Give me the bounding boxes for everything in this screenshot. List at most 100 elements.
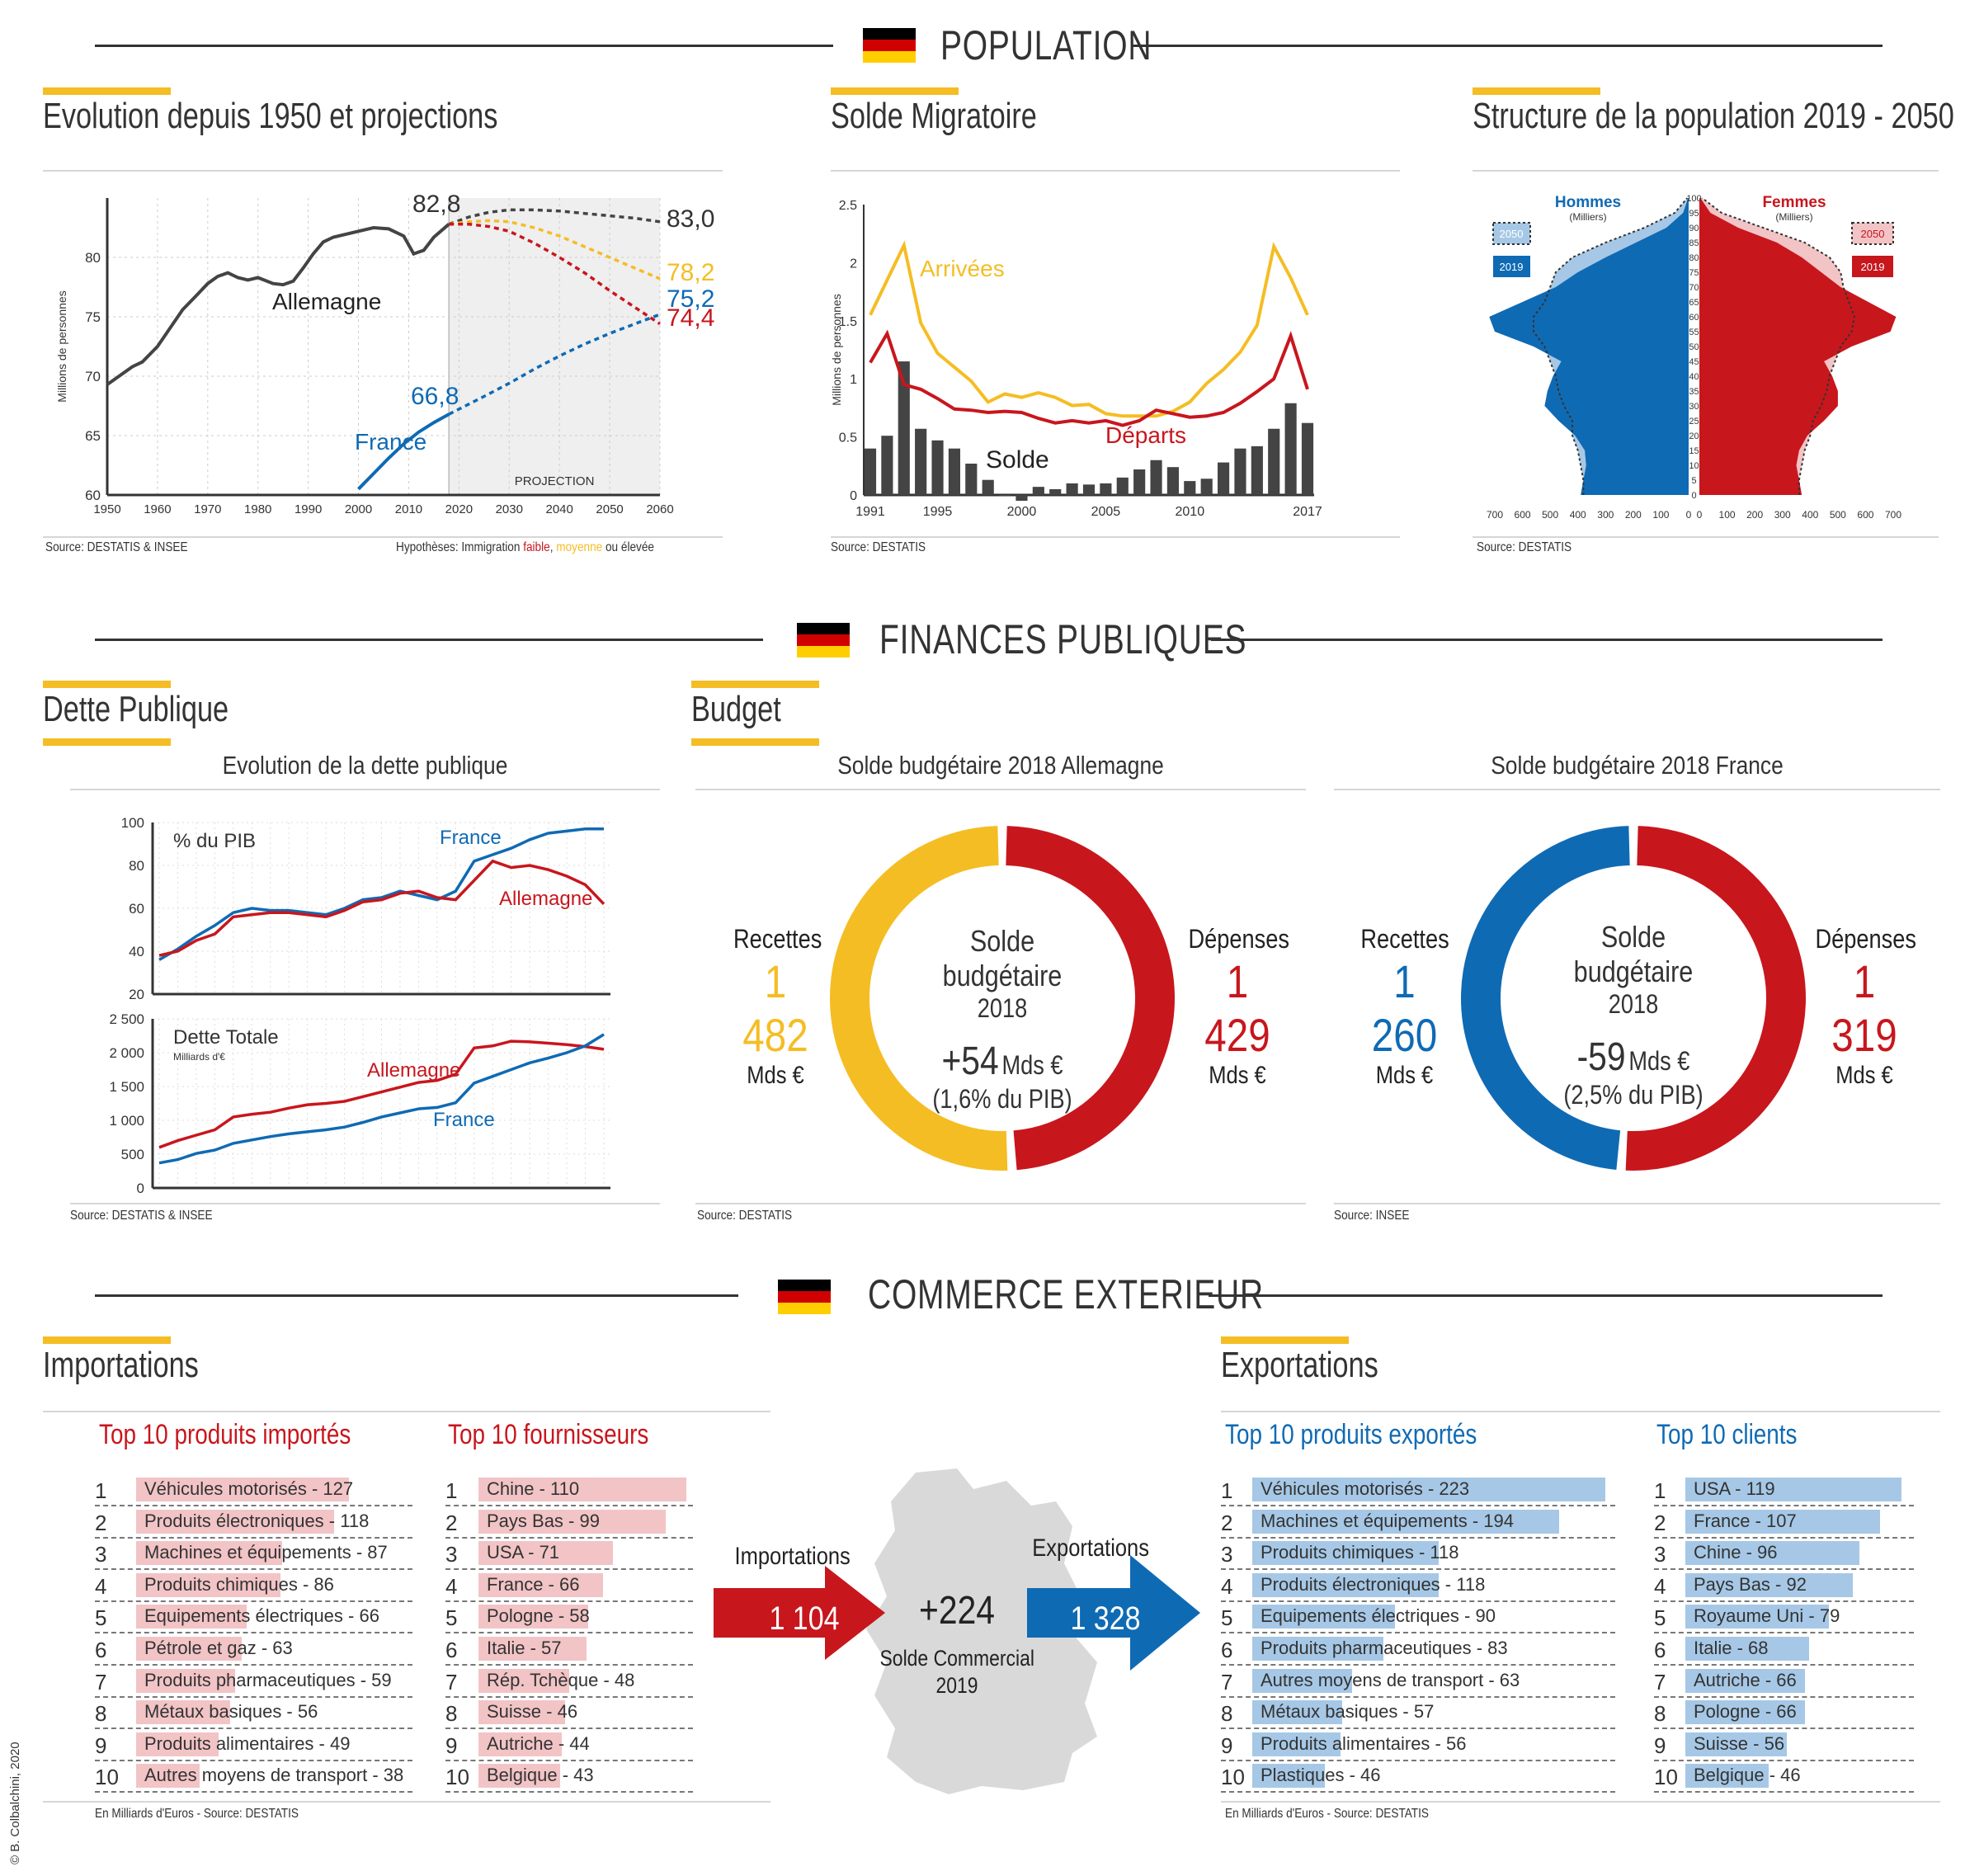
row-divider	[95, 1600, 412, 1602]
donut-segment-depenses	[1006, 826, 1175, 1171]
age-tick-label: 80	[1689, 253, 1699, 263]
rule	[695, 789, 1306, 790]
rank-label: Chine - 96	[1694, 1542, 1778, 1563]
age-tick-label: 100	[1686, 194, 1701, 204]
x-tick-label-left: 500	[1542, 509, 1558, 521]
rank-number: 3	[1221, 1542, 1233, 1567]
rank-label: Pays Bas - 99	[487, 1510, 600, 1531]
rank-number: 2	[1221, 1510, 1233, 1535]
age-tick-label: 65	[1689, 298, 1699, 308]
age-tick-label: 25	[1689, 417, 1699, 427]
age-tick-label: 0	[1691, 491, 1696, 501]
age-tick-label: 55	[1689, 328, 1699, 337]
rank-bar	[478, 1478, 686, 1501]
legend-men-2019-label: 2019	[1500, 261, 1524, 273]
rank-label: Suisse - 46	[487, 1701, 578, 1723]
series-line	[869, 329, 1309, 427]
row-divider	[445, 1568, 693, 1571]
rank-label: Produits électroniques - 118	[1261, 1573, 1486, 1595]
x-tick-label-left: 200	[1625, 509, 1642, 521]
rank-label: Produits alimentaires - 56	[1261, 1732, 1467, 1754]
rank-bar	[478, 1700, 566, 1725]
rule	[1221, 1801, 1940, 1803]
balance-bar	[1015, 495, 1028, 502]
rank-bar	[478, 1509, 666, 1534]
legend-women-2050-label: 2050	[1861, 228, 1885, 240]
budget-de-donut	[830, 826, 1175, 1171]
rule	[1334, 1203, 1940, 1204]
x-tick-label: 1980	[244, 502, 271, 516]
series-line	[869, 240, 1309, 418]
series-line	[158, 859, 606, 957]
rank-bar	[136, 1764, 200, 1789]
men-2050-outline	[1533, 197, 1689, 495]
rank-label: Pétrole et gaz - 63	[144, 1638, 293, 1658]
value-low: 74,4	[667, 304, 714, 332]
population-pyramid-chart: 0 5 10 15 20 25 30 35 40 45 50 55 60 65 70 75 80 85 90 95 10…	[1487, 194, 1901, 521]
rank-label: Suisse - 56	[1694, 1732, 1785, 1754]
list-item: 2 France - 107	[1654, 1507, 1914, 1539]
y-tick-label: 60	[129, 901, 144, 917]
rank-bar	[1685, 1732, 1788, 1756]
row-divider	[1221, 1759, 1615, 1761]
x-tick-label: 2050	[596, 502, 623, 516]
row-divider	[445, 1695, 693, 1698]
rank-bar	[1252, 1605, 1395, 1629]
series-line	[448, 219, 661, 280]
list-item: 3 Produits chimiques - 118	[1221, 1539, 1615, 1571]
row-divider	[1221, 1791, 1615, 1794]
legend-men-2050-label: 2050	[1500, 228, 1524, 240]
accent-bar	[43, 738, 171, 746]
x-tick-label: 1991	[855, 505, 885, 519]
legend-women-2019-label: 2019	[1861, 261, 1885, 273]
import-arrow-icon	[714, 1566, 885, 1660]
trade-balance-year: 2019	[935, 1673, 978, 1698]
balance-bar	[1268, 428, 1280, 495]
rank-label: Produits pharmaceutiques - 83	[1261, 1638, 1508, 1658]
label-men: Hommes	[1555, 194, 1621, 211]
balance-bar	[965, 463, 978, 495]
exports-title: Exportations	[1221, 1345, 1378, 1385]
rank-bar	[1685, 1478, 1901, 1501]
rule	[1221, 1411, 1940, 1412]
rank-bar	[478, 1732, 562, 1756]
list-item: 4 Produits électroniques - 118	[1221, 1571, 1615, 1602]
x-tick-label-left: 100	[1652, 509, 1669, 521]
y-tick-label: 65	[85, 428, 101, 444]
rank-number: 6	[1654, 1638, 1666, 1662]
rank-number: 6	[445, 1638, 458, 1662]
balance-bar	[1234, 448, 1246, 495]
source-text: Source: INSEE	[1334, 1209, 1410, 1223]
balance-bar	[1150, 460, 1162, 495]
evolution-title: Evolution depuis 1950 et projections	[43, 96, 498, 136]
debt-chart-title: Evolution de la dette publique	[222, 751, 508, 780]
list-item: 9 Autriche - 44	[445, 1730, 693, 1761]
rank-number: 9	[1654, 1732, 1666, 1758]
age-tick-label: 95	[1689, 209, 1699, 219]
y-tick-label: 0.5	[839, 431, 857, 445]
rank-number: 3	[445, 1542, 458, 1567]
hypothesis-legend: Hypothèses: Immigration faible, moyenne …	[396, 540, 654, 554]
rank-number: 4	[1221, 1573, 1233, 1599]
row-divider	[1221, 1632, 1615, 1634]
y-tick-label: 70	[85, 369, 101, 384]
balance-bar	[864, 448, 877, 495]
rank-number: 1	[1221, 1478, 1233, 1503]
y-tick-label: 2 000	[109, 1045, 144, 1061]
rank-bar	[1685, 1700, 1806, 1725]
rank-label: Plastiques - 46	[1261, 1765, 1381, 1786]
trade-balance-label: Solde Commercial	[879, 1646, 1034, 1671]
x-tick-label: 2010	[1176, 505, 1205, 519]
rank-number: 5	[1221, 1605, 1233, 1631]
legend-women-2019	[1852, 256, 1893, 277]
balance-bar	[1184, 481, 1196, 495]
series-line	[449, 222, 661, 326]
rank-number: 10	[445, 1765, 469, 1790]
rank-label: Véhicules motorisés - 127	[144, 1478, 354, 1499]
balance-bar	[1100, 483, 1112, 495]
budget-de-center: Solde budgétaire 2018 +54 Mds € (1,6% du…	[932, 924, 1072, 1114]
rank-bar	[1685, 1764, 1769, 1789]
list-item: 9 Produits alimentaires - 56	[1221, 1730, 1615, 1761]
rank-bar	[136, 1509, 334, 1534]
total-label: Dette Totale	[173, 1026, 279, 1049]
